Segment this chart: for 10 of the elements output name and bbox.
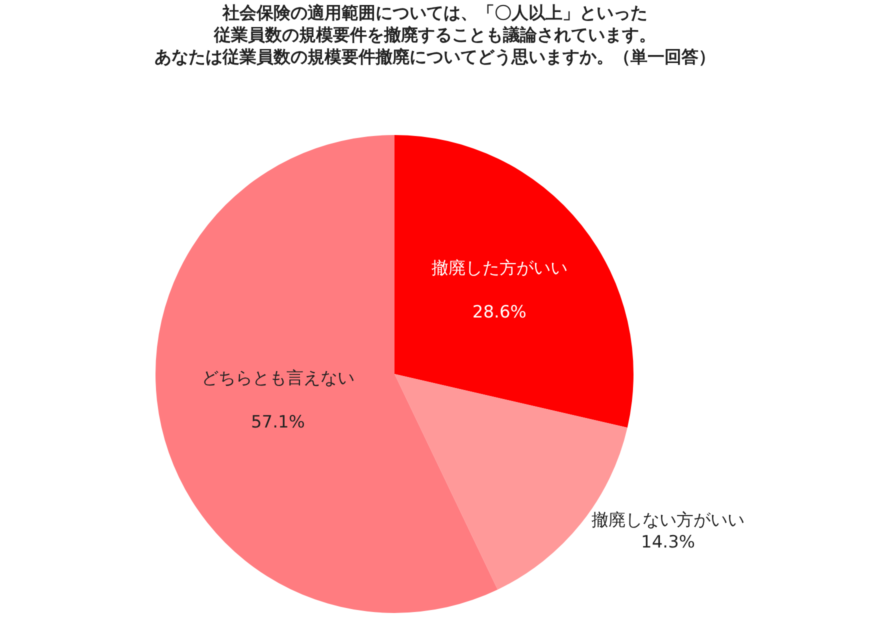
chart-subtitle: あなたは従業員数の規模要件撤廃についてどう思いますか。（単一回答） [154,48,716,68]
chart-title: 社会保険の適用範囲については、「〇人以上」といった従業員数の規模要件を撤廃することも議論されています。 [213,4,656,46]
data-label: 28.6% [472,302,526,323]
slice-label: 撤廃しない方がいい [592,510,745,531]
data-label: 57.1% [250,412,305,433]
data-label: 14.3% [641,532,696,553]
slice-label: 撤廃した方がいい [431,258,568,278]
pie-slice [394,135,634,428]
pie-slice [394,374,628,590]
slice-label: どちらとも言えない [201,368,354,388]
